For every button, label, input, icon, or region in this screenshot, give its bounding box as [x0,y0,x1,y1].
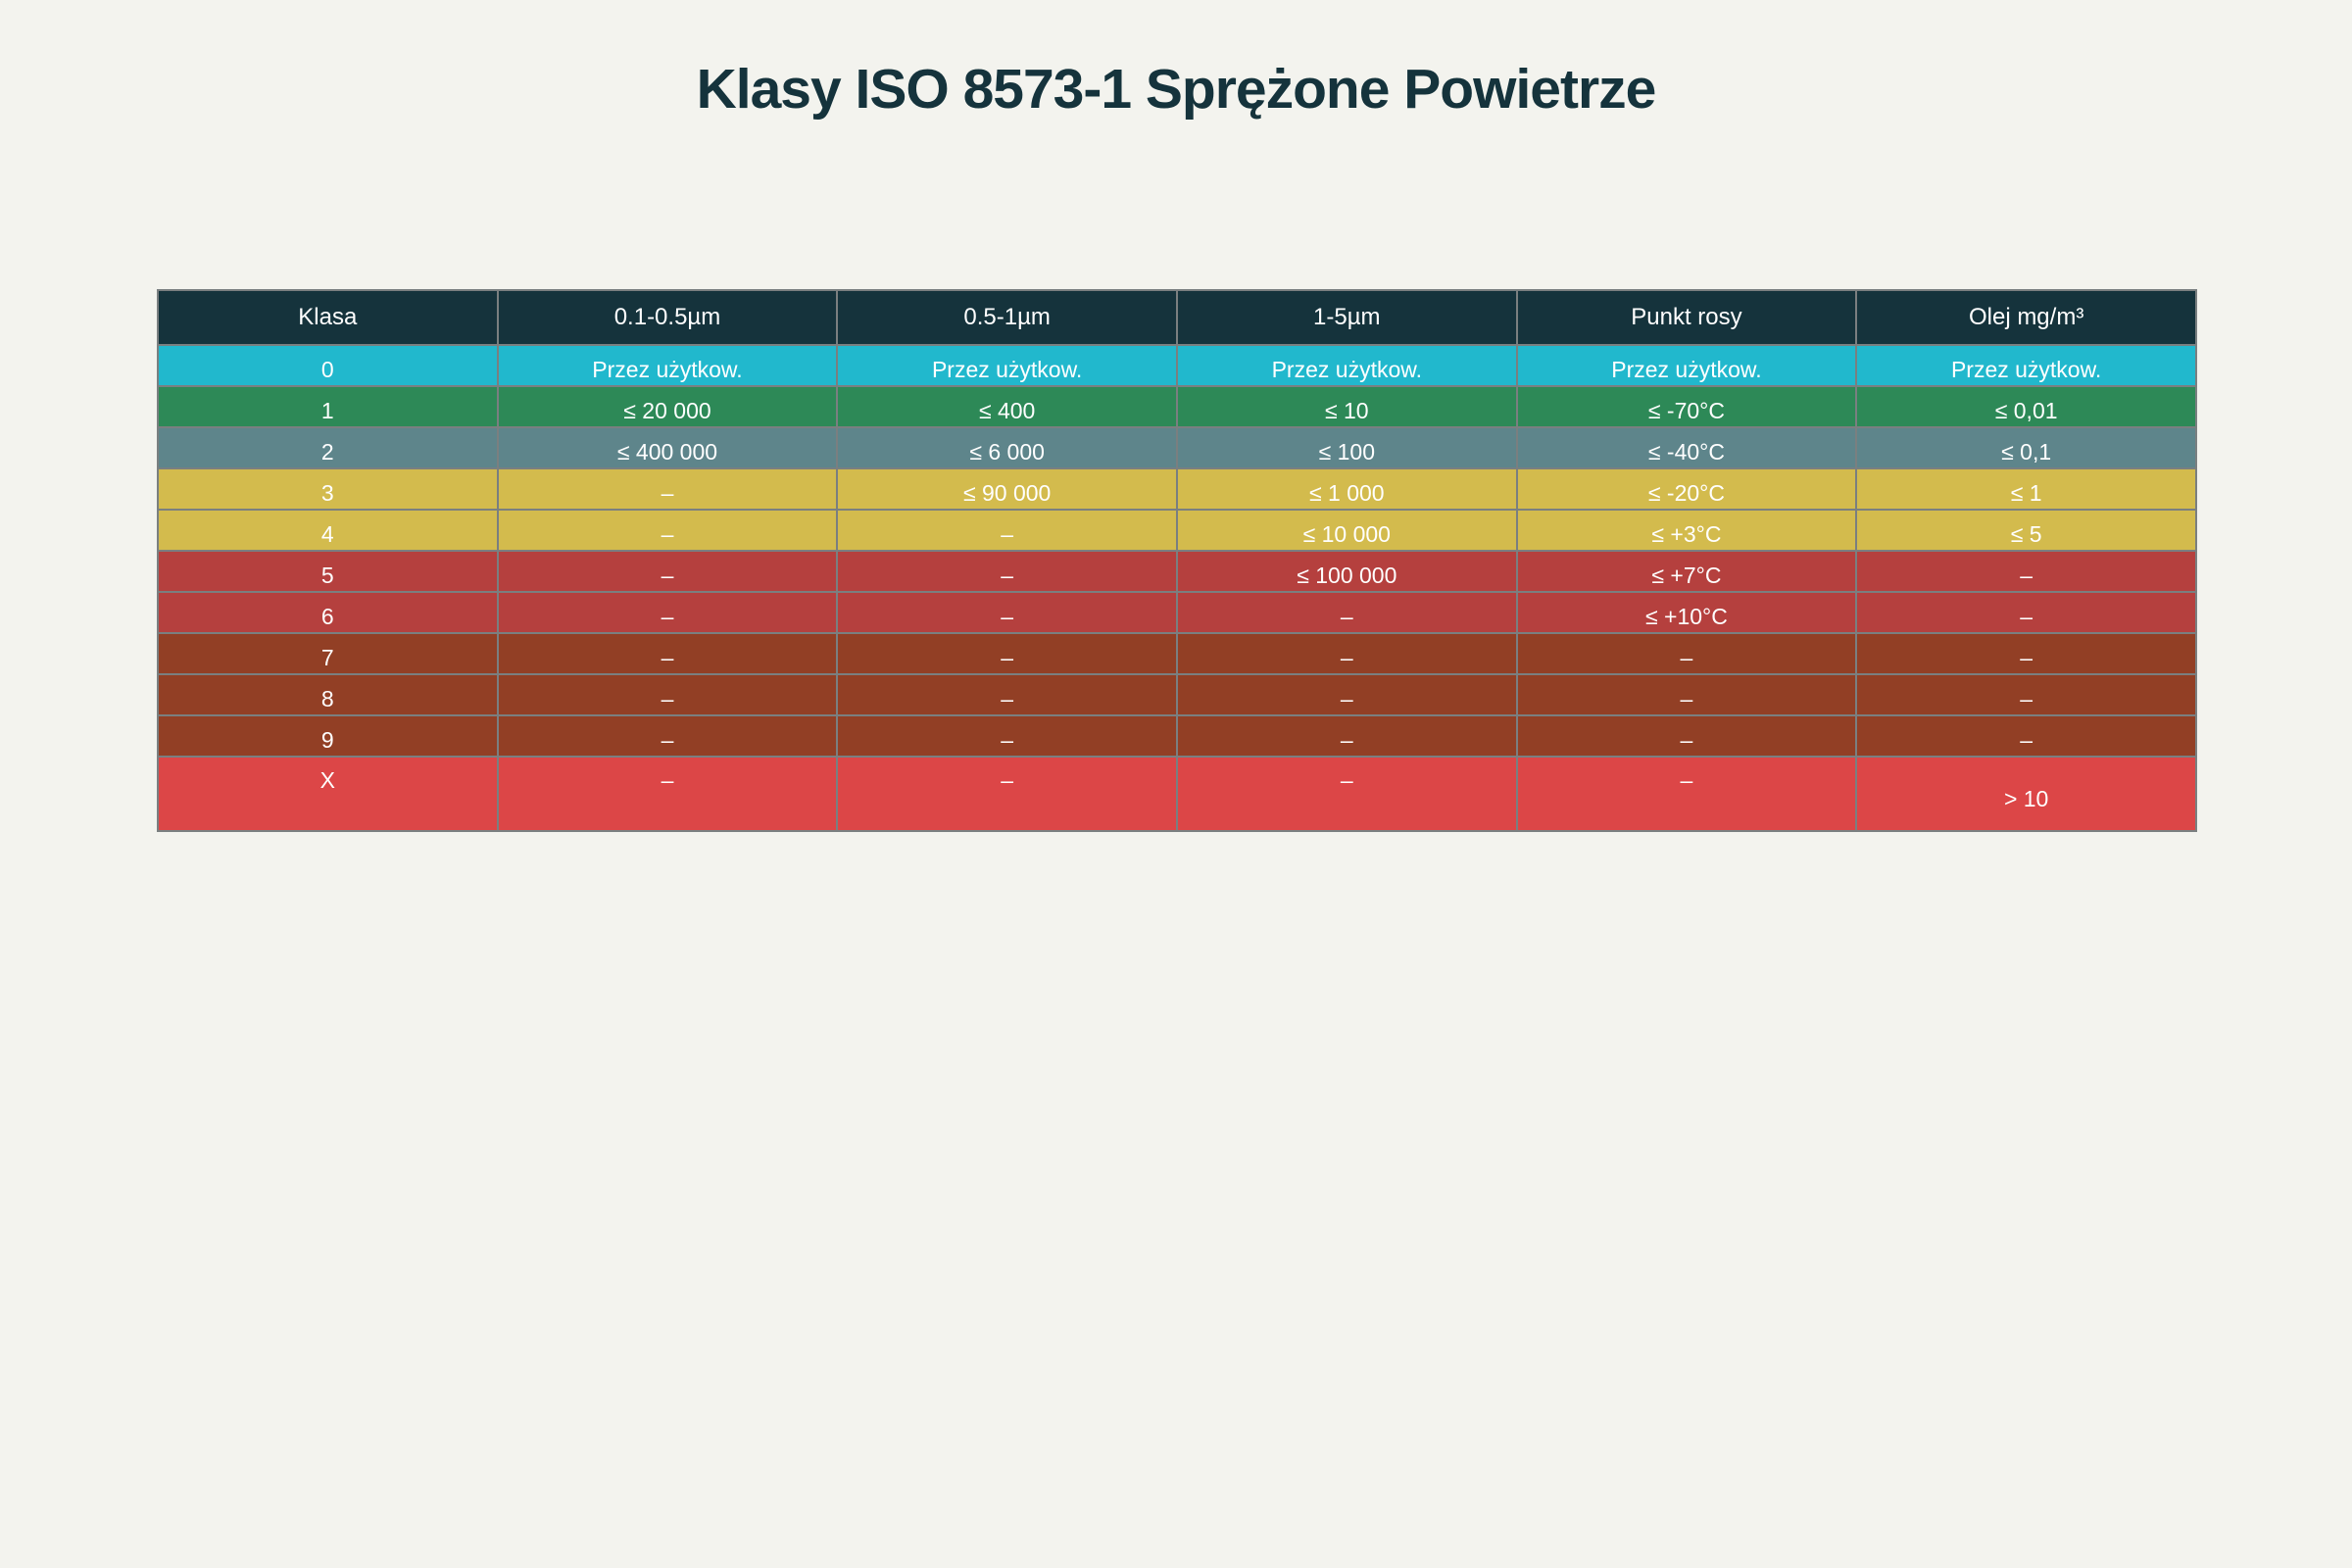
class-cell: 5 [157,550,499,593]
value-cell: – [836,591,1178,634]
value-cell: > 10 [1855,756,2197,832]
value-cell: – [496,509,839,552]
table-header-row: Klasa 0.1-0.5µm 0.5-1µm 1-5µm Punkt rosy Olej… [157,289,2197,346]
value-cell: ≤ 1 000 [1175,467,1518,511]
table-row: 6– – – ≤ +10°C – [157,591,2197,634]
table-row: 5– – ≤ 100 000 ≤ +7°C – [157,550,2197,593]
value-cell: – [1175,714,1518,758]
value-cell: – [836,632,1178,675]
table-row: 9– – – – – [157,714,2197,758]
value-cell: Przez użytkow. [496,344,839,387]
value-cell: – [1855,673,2197,716]
table-row: 2 ≤ 400 000 ≤ 6 000 ≤ 100 ≤ -40°C ≤ 0,1 [157,426,2197,469]
table-row: 4– – ≤ 10 000 ≤ +3°C ≤ 5 [157,509,2197,552]
column-header: Punkt rosy [1515,289,1858,346]
value-cell: – [1175,591,1518,634]
iso-class-table: Klasa 0.1-0.5µm 0.5-1µm 1-5µm Punkt rosy Olej… [157,289,2197,832]
table-row: X – – – – > 10 [157,756,2197,832]
value-cell: ≤ +7°C [1515,550,1858,593]
column-header: Klasa [157,289,499,346]
table-body: 0 Przez użytkow. Przez użytkow. Przez użytk… [157,344,2197,832]
value-cell: Przez użytkow. [836,344,1178,387]
value-cell: – [1855,714,2197,758]
value-cell: ≤ -40°C [1515,426,1858,469]
table-row: 7– – – – – [157,632,2197,675]
value-cell: – [1175,756,1518,832]
value-cell: – [1515,714,1858,758]
value-cell: ≤ 5 [1855,509,2197,552]
value-cell: – [496,756,839,832]
value-cell: ≤ 90 000 [836,467,1178,511]
value-cell: Przez użytkow. [1855,344,2197,387]
value-cell: ≤ 10 [1175,385,1518,428]
value-cell: ≤ -20°C [1515,467,1858,511]
class-cell: 0 [157,344,499,387]
value-cell: ≤ 400 000 [496,426,839,469]
value-cell: ≤ 100 [1175,426,1518,469]
table-row: 3– ≤ 90 000 ≤ 1 000 ≤ -20°C ≤ 1 [157,467,2197,511]
value-cell: – [836,550,1178,593]
class-cell: 2 [157,426,499,469]
value-cell: – [496,673,839,716]
column-header: 0.1-0.5µm [496,289,839,346]
column-header: 1-5µm [1175,289,1518,346]
class-cell: 6 [157,591,499,634]
class-cell: 9 [157,714,499,758]
column-header: 0.5-1µm [836,289,1178,346]
column-header: Olej mg/m³ [1855,289,2197,346]
class-cell: 1 [157,385,499,428]
value-cell: – [836,509,1178,552]
value-cell: ≤ 1 [1855,467,2197,511]
table-row: 8– – – – – [157,673,2197,716]
class-cell: 7 [157,632,499,675]
value-cell: – [496,714,839,758]
value-cell: – [1175,673,1518,716]
value-cell: – [836,714,1178,758]
class-cell: X [157,756,499,832]
value-cell: ≤ +10°C [1515,591,1858,634]
value-cell: ≤ 400 [836,385,1178,428]
value-cell: ≤ 0,1 [1855,426,2197,469]
table-row: 0 Przez użytkow. Przez użytkow. Przez użytk… [157,344,2197,387]
iso-class-table-container: Klasa 0.1-0.5µm 0.5-1µm 1-5µm Punkt rosy Olej… [157,289,2197,832]
value-cell: ≤ 10 000 [1175,509,1518,552]
value-cell: – [1855,591,2197,634]
value-cell: – [1515,756,1858,832]
value-cell: Przez użytkow. [1175,344,1518,387]
value-cell: – [496,632,839,675]
value-cell: – [496,467,839,511]
value-cell: ≤ 6 000 [836,426,1178,469]
class-cell: 3 [157,467,499,511]
value-cell: – [1855,550,2197,593]
value-cell: – [1855,632,2197,675]
value-cell: ≤ +3°C [1515,509,1858,552]
value-cell: Przez użytkow. [1515,344,1858,387]
value-cell: – [1175,632,1518,675]
value-cell: – [496,591,839,634]
value-cell: ≤ 20 000 [496,385,839,428]
value-cell: – [496,550,839,593]
value-cell: ≤ 100 000 [1175,550,1518,593]
class-cell: 8 [157,673,499,716]
table-row: 1 ≤ 20 000 ≤ 400 ≤ 10 ≤ -70°C ≤ 0,01 [157,385,2197,428]
chart-title: Klasy ISO 8573-1 Sprężone Powietrze [696,58,1657,121]
class-cell: 4 [157,509,499,552]
value-cell: – [836,756,1178,832]
value-cell: ≤ -70°C [1515,385,1858,428]
value-cell: – [1515,673,1858,716]
value-cell: ≤ 0,01 [1855,385,2197,428]
value-cell: – [836,673,1178,716]
value-cell: – [1515,632,1858,675]
